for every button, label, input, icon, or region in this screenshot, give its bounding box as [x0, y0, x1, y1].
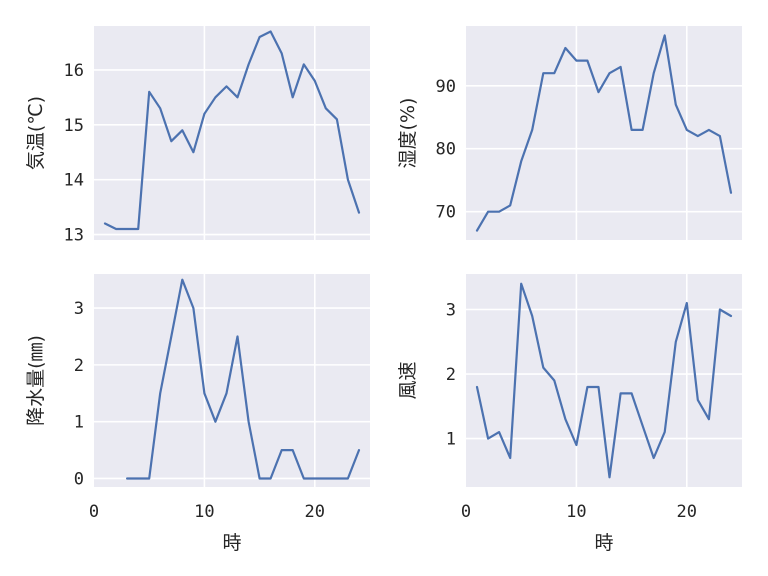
x-tick-label: 10 [194, 502, 214, 522]
plot-area [466, 26, 742, 240]
y-tick-label: 16 [64, 61, 84, 81]
x-tick-label: 20 [305, 502, 325, 522]
y-tick-label: 14 [64, 171, 84, 191]
y-tick-label: 2 [74, 356, 84, 376]
subplot-temperature: 13 14 15 16 気温(℃) [25, 26, 370, 246]
y-tick-label: 1 [446, 430, 456, 450]
plot-area [94, 26, 370, 240]
y-axis-label: 湿度(%) [397, 98, 419, 169]
y-tick-label: 3 [74, 299, 84, 319]
x-tick-label: 20 [677, 502, 697, 522]
series-line-humidity [475, 34, 733, 232]
x-tick-label: 10 [566, 502, 586, 522]
series-line-precipitation [125, 278, 361, 480]
x-tick-label: 0 [89, 502, 99, 522]
y-axis-label: 風速 [397, 361, 419, 399]
y-tick-label: 90 [436, 77, 456, 97]
y-tick-label: 13 [64, 226, 84, 246]
plot-area [94, 274, 370, 487]
plot-area [466, 274, 742, 487]
y-tick-label: 2 [446, 365, 456, 385]
subplot-precipitation: 0 1 2 3 0 10 20 降水量(㎜) 時 [25, 274, 370, 554]
y-tick-label: 70 [436, 203, 456, 223]
x-axis-label: 時 [594, 532, 613, 554]
y-tick-label: 0 [74, 469, 84, 489]
subplot-humidity: 70 80 90 湿度(%) [397, 26, 742, 240]
x-axis-label: 時 [222, 532, 241, 554]
y-tick-label: 1 [74, 413, 84, 433]
y-tick-label: 15 [64, 116, 84, 136]
y-tick-label: 3 [446, 301, 456, 321]
x-tick-label: 0 [461, 502, 471, 522]
series-line-wind_speed [475, 282, 733, 479]
series-line-temperature [103, 30, 361, 231]
y-axis-label: 降水量(㎜) [25, 335, 47, 426]
y-tick-label: 80 [436, 140, 456, 160]
y-axis-label: 気温(℃) [25, 96, 47, 170]
subplot-wind_speed: 1 2 3 0 10 20 風速時 [397, 274, 742, 554]
